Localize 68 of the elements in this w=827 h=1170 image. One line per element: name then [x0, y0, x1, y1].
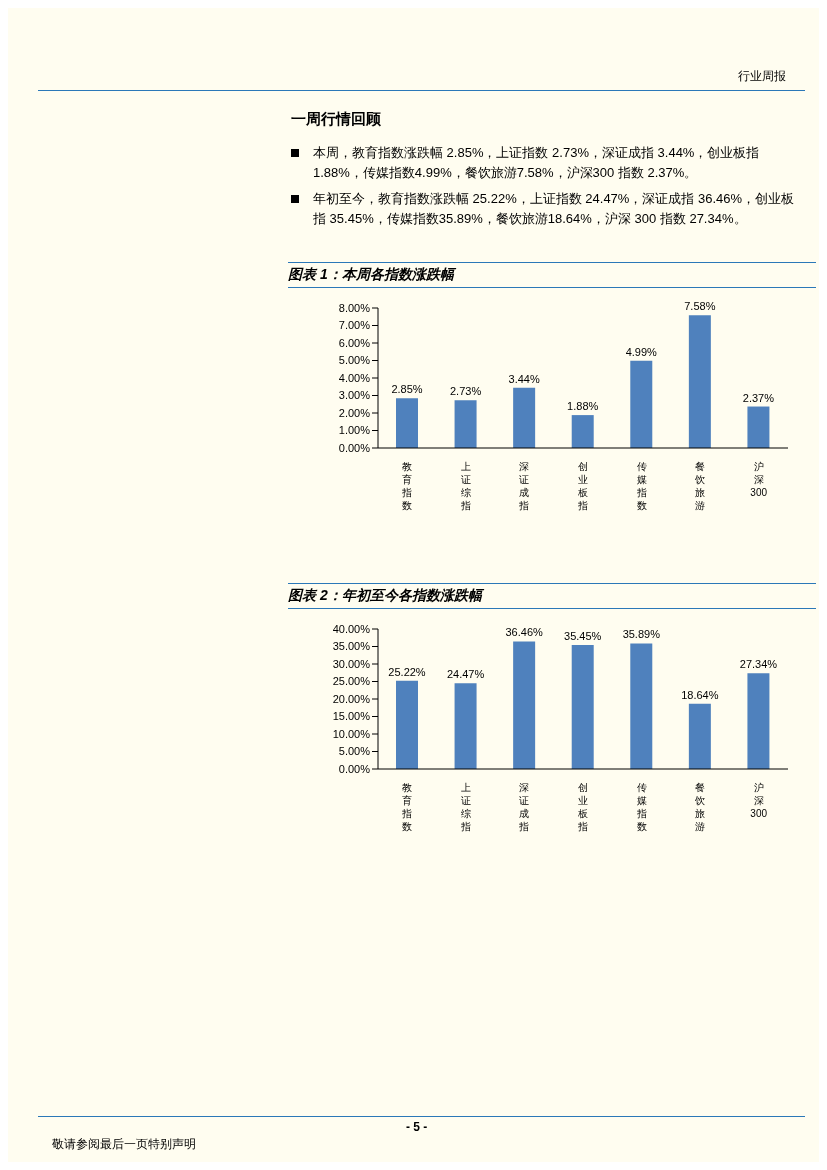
bar: [571, 644, 594, 769]
x-tick-label: 深证成指: [518, 461, 530, 511]
x-tick-label: 教育指数: [401, 782, 413, 832]
data-label: 36.46%: [505, 626, 544, 639]
x-tick-label: 传媒指数: [635, 782, 647, 832]
x-tick-label: 传媒指数: [635, 461, 647, 511]
x-tick-label: 沪深300: [750, 461, 768, 498]
data-label: 3.44%: [508, 372, 540, 385]
chart-title: 图表 1：本周各指数涨跌幅: [288, 262, 816, 288]
data-label: 35.89%: [622, 628, 661, 641]
text: 年初至今，教育指数涨跌幅 25.22%，上证指数 24.47%，深证成指 36.46%，创业板指 35.45%，传媒指数35.89%，餐饮旅游18.64%，沪深 300 指数 27.34%。: [313, 190, 796, 228]
data-label: 2.85%: [391, 383, 423, 396]
text: 行业周报: [738, 68, 786, 85]
chart-title: 图表 2：年初至今各指数涨跌幅: [288, 583, 816, 609]
y-tick-label: 30.00%: [332, 657, 371, 670]
y-tick-label: 3.00%: [338, 389, 371, 402]
x-tick-label: 创业板指: [577, 461, 588, 511]
bar: [747, 673, 770, 769]
text: 本周，教育指数涨跌幅 2.85%，上证指数 2.73%，深证成指 3.44%，创业板指 1.88%，传媒指数4.99%，餐饮旅游7.58%，沪深300 指数 2.37%。: [313, 144, 761, 182]
bar: [513, 387, 536, 448]
y-tick-label: 10.00%: [332, 727, 371, 740]
bar: [513, 641, 536, 769]
x-tick-label: 创业板指: [577, 782, 588, 832]
bar: [630, 643, 653, 769]
text: - 5 -: [406, 1120, 428, 1134]
y-tick-label: 40.00%: [332, 622, 371, 635]
bar: [630, 360, 653, 448]
bar: [396, 398, 418, 448]
bar: [688, 315, 711, 448]
data-label: 7.58%: [684, 300, 716, 313]
y-tick-label: 7.00%: [338, 319, 371, 332]
data-label: 25.22%: [388, 665, 426, 678]
x-tick-label: 上证综指: [459, 461, 471, 511]
bar: [396, 680, 418, 769]
text: 一周行情回顾: [291, 110, 381, 129]
x-tick-label: 餐饮旅游: [694, 782, 706, 832]
y-tick-label: 8.00%: [338, 301, 371, 314]
x-tick-label: 深证成指: [518, 782, 530, 832]
data-label: 24.47%: [446, 668, 485, 681]
text: 敬请参阅最后一页特别声明: [52, 1136, 196, 1153]
y-tick-label: 5.00%: [338, 354, 371, 367]
data-label: 4.99%: [625, 345, 658, 358]
bar: [747, 406, 770, 448]
y-tick-label: 0.00%: [338, 441, 371, 454]
x-tick-label: 沪深300: [750, 782, 768, 819]
y-tick-label: 15.00%: [332, 710, 371, 723]
data-label: 1.88%: [567, 400, 599, 413]
data-label: 2.37%: [742, 391, 775, 404]
bar: [454, 400, 477, 448]
y-tick-label: 6.00%: [338, 336, 371, 349]
bar: [688, 703, 711, 769]
x-tick-label: 教育指数: [401, 461, 413, 511]
data-label: 27.34%: [739, 658, 778, 671]
bar: [571, 415, 594, 448]
y-tick-label: 0.00%: [338, 762, 371, 775]
data-label: 2.73%: [449, 385, 482, 398]
x-tick-label: 餐饮旅游: [694, 461, 706, 511]
x-tick-label: 上证综指: [459, 782, 471, 832]
bar: [454, 683, 477, 769]
y-tick-label: 35.00%: [332, 640, 371, 653]
y-tick-label: 5.00%: [338, 745, 371, 758]
data-label: 18.64%: [681, 688, 719, 701]
data-label: 35.45%: [564, 629, 602, 642]
y-tick-label: 1.00%: [338, 424, 371, 437]
y-tick-label: 4.00%: [338, 371, 371, 384]
y-tick-label: 25.00%: [332, 675, 371, 688]
y-tick-label: 2.00%: [338, 406, 371, 419]
y-tick-label: 20.00%: [332, 692, 371, 705]
